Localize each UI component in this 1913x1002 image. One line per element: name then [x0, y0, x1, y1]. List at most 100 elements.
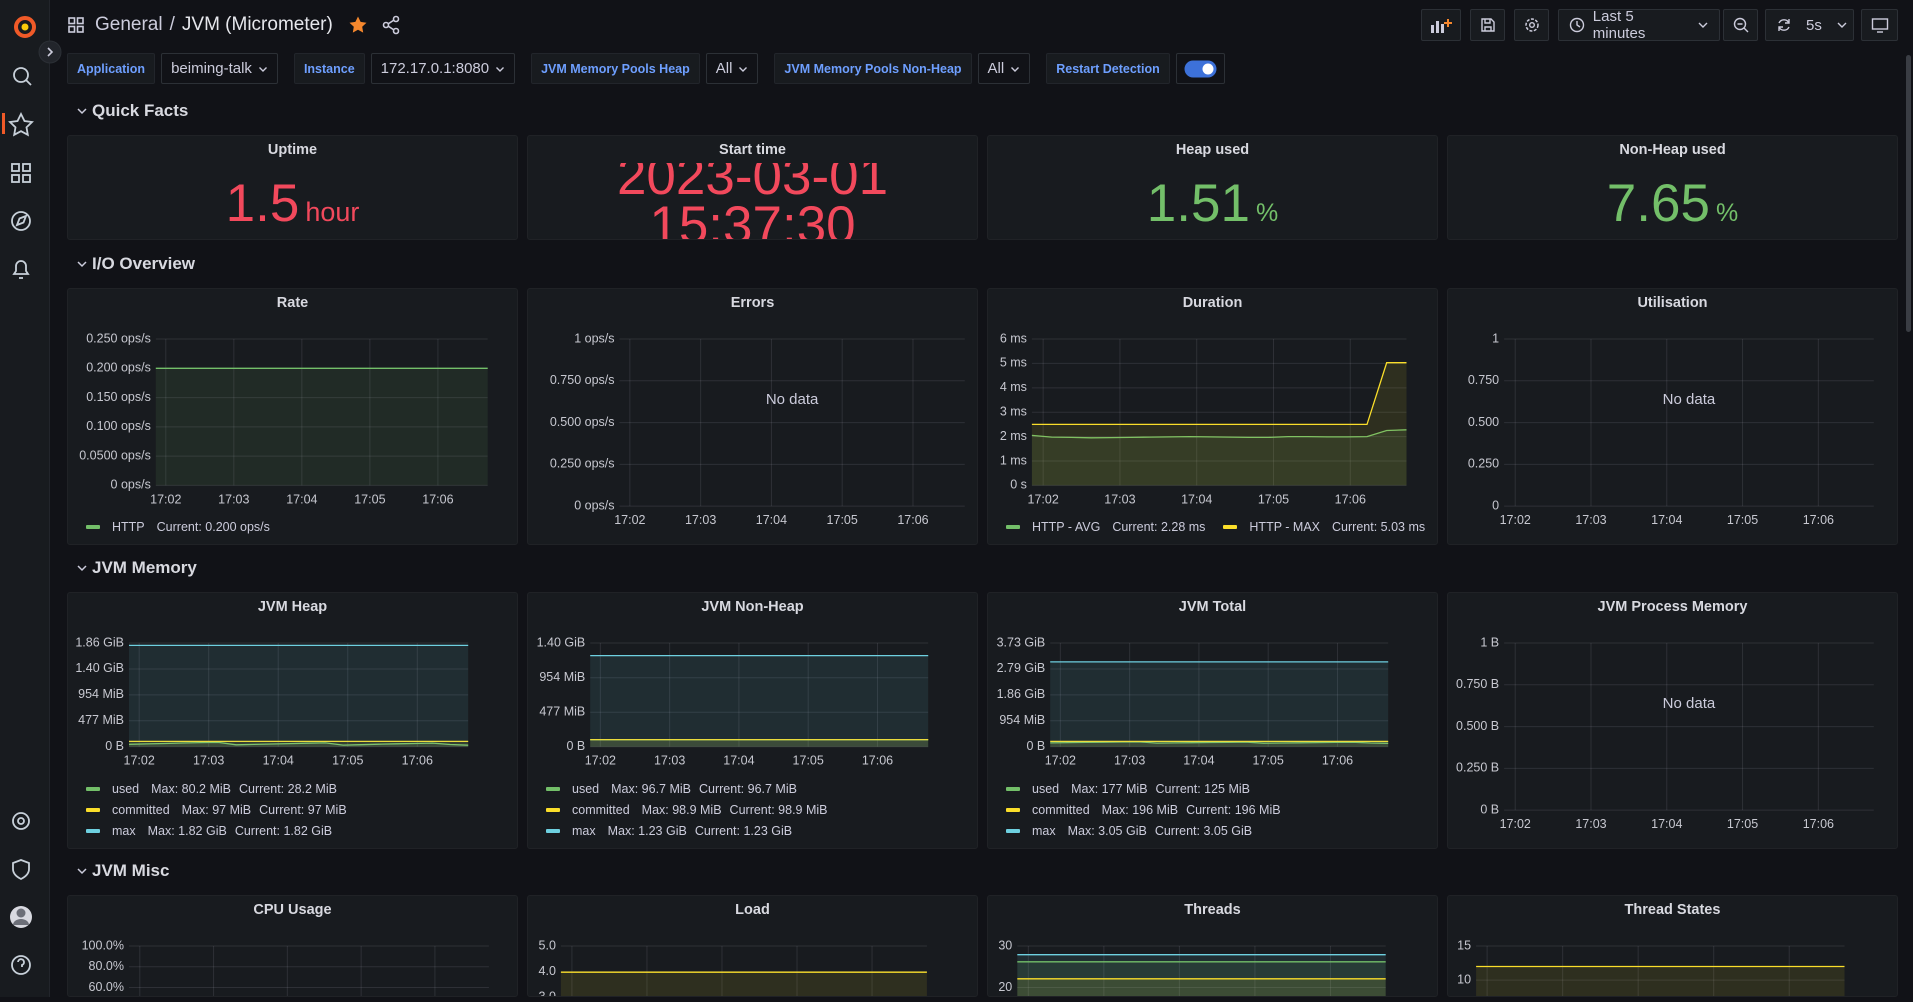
variable-select[interactable]: All [705, 53, 759, 84]
tv-mode-button[interactable] [1861, 9, 1898, 41]
add-panel-button[interactable] [1421, 9, 1461, 41]
stat-number: 1.51 [1146, 174, 1250, 233]
row-title: JVM Memory [92, 558, 197, 577]
legend-item[interactable]: used Max: 177 MiB Current: 125 MiB [1006, 778, 1281, 799]
x-tick-label: 17:06 [422, 492, 453, 506]
panel-title: Thread States [1624, 902, 1721, 918]
row-title: Quick Facts [92, 101, 189, 120]
alerting-icon[interactable] [12, 260, 30, 279]
legend-name: committed [1032, 802, 1090, 817]
x-tick-label: 17:04 [263, 754, 294, 768]
row-header[interactable]: I/O Overview [76, 252, 195, 276]
y-tick-label: 0 B [105, 739, 124, 753]
variable-select[interactable]: beiming-talk [161, 53, 278, 84]
x-tick-label: 17:03 [1104, 492, 1135, 506]
legend-item[interactable]: committed Max: 98.9 MiB Current: 98.9 MiB [546, 799, 828, 820]
refresh-picker[interactable]: 5s [1765, 9, 1854, 41]
chevron-path [258, 66, 267, 72]
legend-max: Max: 96.7 MiB [611, 781, 691, 796]
legend-swatch [86, 807, 100, 812]
series-area [590, 655, 929, 747]
x-tick-label: 17:03 [685, 513, 716, 527]
plot: 60.0% 80.0% 100.0% [82, 938, 489, 996]
stat-value: 7.65% [1448, 177, 1897, 230]
save-button[interactable] [1470, 9, 1505, 41]
legend-swatch [546, 786, 560, 791]
legend-item[interactable]: HTTP - MAX Current: 5.03 ms [1223, 516, 1425, 537]
row-header[interactable]: JVM Memory [76, 556, 197, 580]
breadcrumb-folder[interactable]: General [95, 14, 163, 35]
row-header[interactable]: JVM Misc [76, 859, 169, 883]
x-tick-label: 17:03 [1114, 754, 1145, 768]
panel-title: JVM Process Memory [1597, 599, 1748, 615]
zoom-out-button[interactable] [1723, 9, 1758, 41]
legend-name: max [112, 823, 136, 838]
expand-sidebar[interactable] [38, 40, 62, 64]
legend-item[interactable]: max Max: 1.23 GiB Current: 1.23 GiB [546, 820, 828, 841]
dashboard-title[interactable]: JVM (Micrometer) [181, 14, 333, 35]
x-tick-label: 17:05 [1727, 817, 1758, 831]
legend-item[interactable]: max Max: 1.82 GiB Current: 1.82 GiB [86, 820, 347, 841]
panel-title: JVM Heap [257, 599, 328, 615]
legend-current: Current: 125 MiB [1155, 781, 1251, 796]
starred-icon[interactable] [8, 111, 34, 137]
time-picker[interactable]: Last 5 minutes [1558, 8, 1720, 42]
variable-select[interactable]: All [977, 53, 1031, 84]
y-tick-label: 0.500 [1468, 415, 1499, 429]
search-icon[interactable] [13, 67, 32, 86]
panel: 17:02 17:03 17:04 17:05 17:06 0 B 477 MiB 954 M… [527, 592, 978, 849]
settings-icon[interactable] [12, 812, 30, 830]
chevron-path [739, 66, 748, 72]
variable-value: All [987, 60, 1005, 77]
series-area [129, 645, 469, 747]
panel: 17:02 17:03 17:04 17:05 17:06 0 0.250 0.500 0.75… [1447, 288, 1898, 545]
legend-name: max [1032, 823, 1056, 838]
y-tick-label: 954 MiB [78, 687, 124, 701]
legend-item[interactable]: committed Max: 196 MiB Current: 196 MiB [1006, 799, 1281, 820]
dashboards-icon[interactable] [11, 163, 31, 183]
legend-name: HTTP [112, 519, 145, 534]
no-data: No data [1663, 695, 1716, 712]
legend-name: committed [112, 802, 170, 817]
y-tick-label: 3.0 [539, 990, 556, 997]
legend-name: HTTP - AVG [1032, 519, 1101, 534]
row-header[interactable]: Quick Facts [76, 99, 188, 123]
y-tick-label: 2.79 GiB [997, 661, 1046, 675]
settings-button[interactable] [1514, 9, 1549, 41]
star-button[interactable] [348, 15, 368, 35]
y-tick-label: 954 MiB [999, 713, 1045, 727]
legend: HTTP Current: 0.200 ops/s [86, 516, 270, 537]
variable-select[interactable]: 172.17.0.1:8080 [370, 53, 516, 84]
legend-item[interactable]: HTTP Current: 0.200 ops/s [86, 516, 270, 537]
y-tick-label: 4.0 [539, 964, 556, 978]
share-button[interactable] [381, 15, 401, 35]
y-tick-label: 1.40 GiB [75, 661, 124, 675]
legend-item[interactable]: HTTP - AVG Current: 2.28 ms [1006, 516, 1205, 537]
help-icon[interactable] [11, 955, 31, 975]
explore-icon[interactable] [11, 211, 31, 231]
panel-title: JVM Non-Heap [701, 599, 804, 615]
toggle-switch[interactable] [1184, 60, 1217, 78]
y-tick-label: 0.750 B [1456, 677, 1499, 691]
stat-value: 1.51% [988, 177, 1437, 230]
y-tick-label: 0.250 [1468, 457, 1499, 471]
panel: 17:02 17:03 17:04 17:05 17:06 0 B 0.250 B 0.500… [1447, 592, 1898, 849]
y-tick-label: 1 ms [1000, 453, 1027, 467]
y-tick-label: 6 ms [1000, 331, 1027, 345]
legend-item[interactable]: used Max: 80.2 MiB Current: 28.2 MiB [86, 778, 347, 799]
legend: used Max: 177 MiB Current: 125 MiB committe… [1006, 778, 1281, 841]
legend-item[interactable]: max Max: 3.05 GiB Current: 3.05 GiB [1006, 820, 1281, 841]
x-tick-label: 17:05 [354, 492, 385, 506]
legend-item[interactable]: committed Max: 97 MiB Current: 97 MiB [86, 799, 347, 820]
legend-current: Current: 96.7 MiB [699, 781, 797, 796]
panel: 17:02 17:03 17:04 17:05 17:06 0 ops/s 0.250 op… [527, 288, 978, 545]
y-tick-label: 0 B [1026, 739, 1045, 753]
shield-icon[interactable] [12, 859, 30, 881]
user-avatar[interactable] [10, 906, 32, 928]
legend-current: Current: 2.28 ms [1112, 519, 1206, 534]
scrollbar[interactable] [1906, 55, 1911, 332]
time-range: Last 5 minutes [1592, 8, 1646, 42]
y-tick-label: 0.500 ops/s [550, 415, 615, 429]
legend-item[interactable]: used Max: 96.7 MiB Current: 96.7 MiB [546, 778, 828, 799]
